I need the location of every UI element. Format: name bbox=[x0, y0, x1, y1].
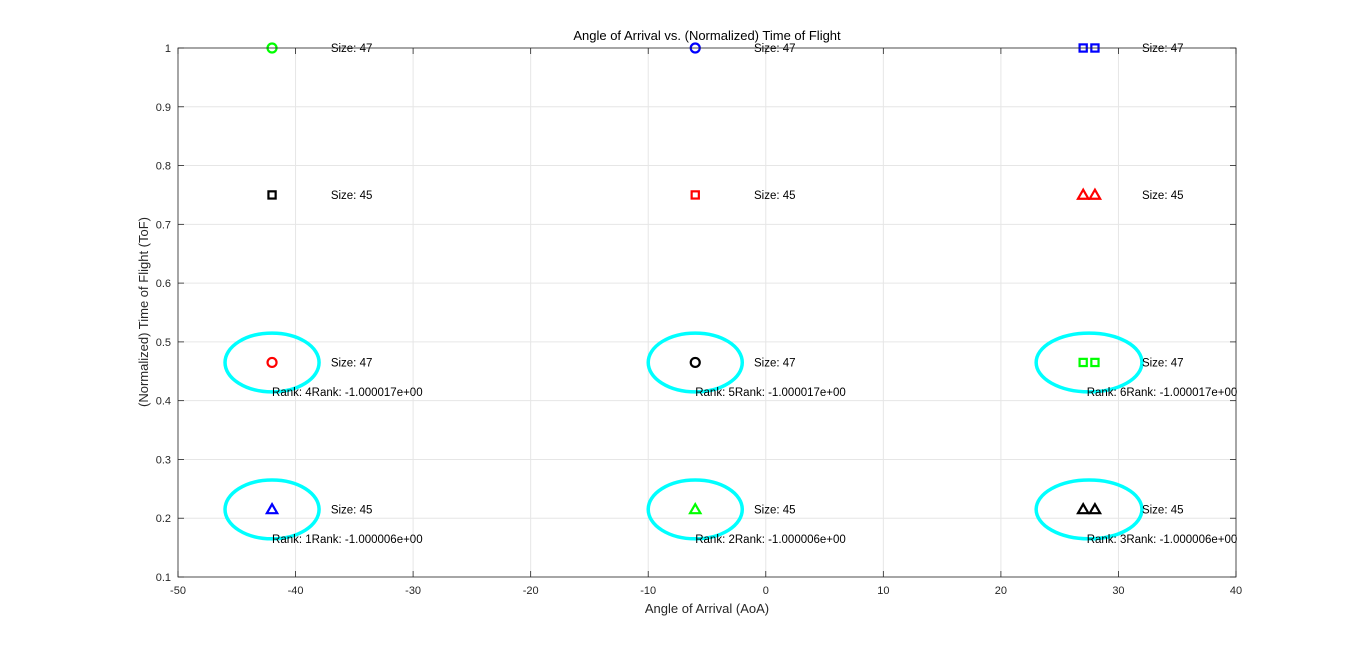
triangle-marker bbox=[1087, 187, 1103, 200]
x-tick-label: 20 bbox=[995, 585, 1007, 597]
data-markers bbox=[264, 42, 1103, 515]
rank-label: Rank: 4Rank: -1.000017e+00 bbox=[272, 387, 423, 399]
y-tick-label: 0.6 bbox=[156, 278, 171, 290]
circle-marker bbox=[266, 356, 278, 369]
size-label: Size: 47 bbox=[331, 357, 373, 369]
plot-box bbox=[177, 47, 1237, 578]
x-tick-label: -30 bbox=[405, 585, 421, 597]
size-label: Size: 45 bbox=[754, 504, 796, 516]
rank-label: Rank: 6Rank: -1.000017e+00 bbox=[1087, 387, 1238, 399]
x-tick-label: 40 bbox=[1230, 585, 1242, 597]
highlight-ellipse bbox=[1034, 331, 1144, 394]
y-tick-label: 0.2 bbox=[156, 513, 171, 525]
y-tick-label: 1 bbox=[165, 43, 171, 55]
size-label: Size: 45 bbox=[331, 190, 373, 202]
rank-label: Rank: 1Rank: -1.000006e+00 bbox=[272, 534, 423, 546]
triangle-marker bbox=[1076, 187, 1091, 200]
x-tick-label: -10 bbox=[640, 585, 656, 597]
y-tick-label: 0.1 bbox=[156, 572, 171, 584]
y-tick-label: 0.8 bbox=[156, 161, 171, 173]
size-label: Size: 47 bbox=[1142, 43, 1184, 55]
plot-background bbox=[178, 48, 1236, 577]
circle-marker bbox=[689, 356, 701, 369]
highlight-ellipse bbox=[223, 331, 321, 394]
chart-title: Angle of Arrival vs. (Normalized) Time o… bbox=[573, 28, 841, 43]
size-label: Size: 45 bbox=[1142, 504, 1184, 516]
y-tick-label: 0.4 bbox=[156, 396, 171, 408]
triangle-marker bbox=[688, 502, 703, 515]
highlight-ellipses bbox=[223, 331, 1144, 541]
square-marker bbox=[690, 190, 700, 200]
highlight-ellipse bbox=[223, 478, 321, 541]
x-tick-label: -50 bbox=[170, 585, 186, 597]
triangle-marker bbox=[1087, 502, 1103, 515]
rank-label: Rank: 3Rank: -1.000006e+00 bbox=[1087, 534, 1238, 546]
y-tick-label: 0.7 bbox=[156, 219, 171, 231]
x-tick-label: -20 bbox=[523, 585, 539, 597]
size-label: Size: 47 bbox=[331, 43, 373, 55]
axis-ticks: -50 -40 -30 -20 -10 0 10 20 30 40 0.1 0.2 0.3 0.4 0.5 0… bbox=[156, 43, 1242, 597]
size-label: Size: 47 bbox=[754, 357, 796, 369]
size-label: Size: 45 bbox=[331, 504, 373, 516]
triangle-marker bbox=[264, 502, 280, 515]
square-marker bbox=[1090, 357, 1100, 368]
x-tick-label: 0 bbox=[763, 585, 769, 597]
x-axis-label: Angle of Arrival (AoA) bbox=[645, 601, 769, 616]
square-marker bbox=[1078, 357, 1088, 368]
size-label: Size: 47 bbox=[754, 43, 796, 55]
size-label: Size: 47 bbox=[1142, 357, 1184, 369]
y-tick-label: 0.9 bbox=[156, 102, 171, 114]
size-label: Size: 45 bbox=[1142, 190, 1184, 202]
y-tick-label: 0.5 bbox=[156, 337, 171, 349]
annotations: Size: 47 Size: 45 Size: 47 Size: 45 Size: 47… bbox=[272, 43, 1237, 546]
size-label: Size: 45 bbox=[754, 190, 796, 202]
highlight-ellipse bbox=[1034, 478, 1144, 541]
highlight-ellipse bbox=[646, 478, 745, 541]
rank-label: Rank: 2Rank: -1.000006e+00 bbox=[695, 534, 846, 546]
rank-label: Rank: 5Rank: -1.000017e+00 bbox=[695, 387, 846, 399]
x-tick-label: 30 bbox=[1112, 585, 1124, 597]
x-tick-label: -40 bbox=[288, 585, 304, 597]
triangle-marker bbox=[1076, 502, 1091, 515]
x-tick-label: 10 bbox=[877, 585, 889, 597]
highlight-ellipse bbox=[646, 331, 745, 394]
square-marker bbox=[267, 190, 277, 200]
y-axis-label: (Normalized) Time of Flight (ToF) bbox=[136, 217, 151, 407]
y-tick-label: 0.3 bbox=[156, 454, 171, 466]
